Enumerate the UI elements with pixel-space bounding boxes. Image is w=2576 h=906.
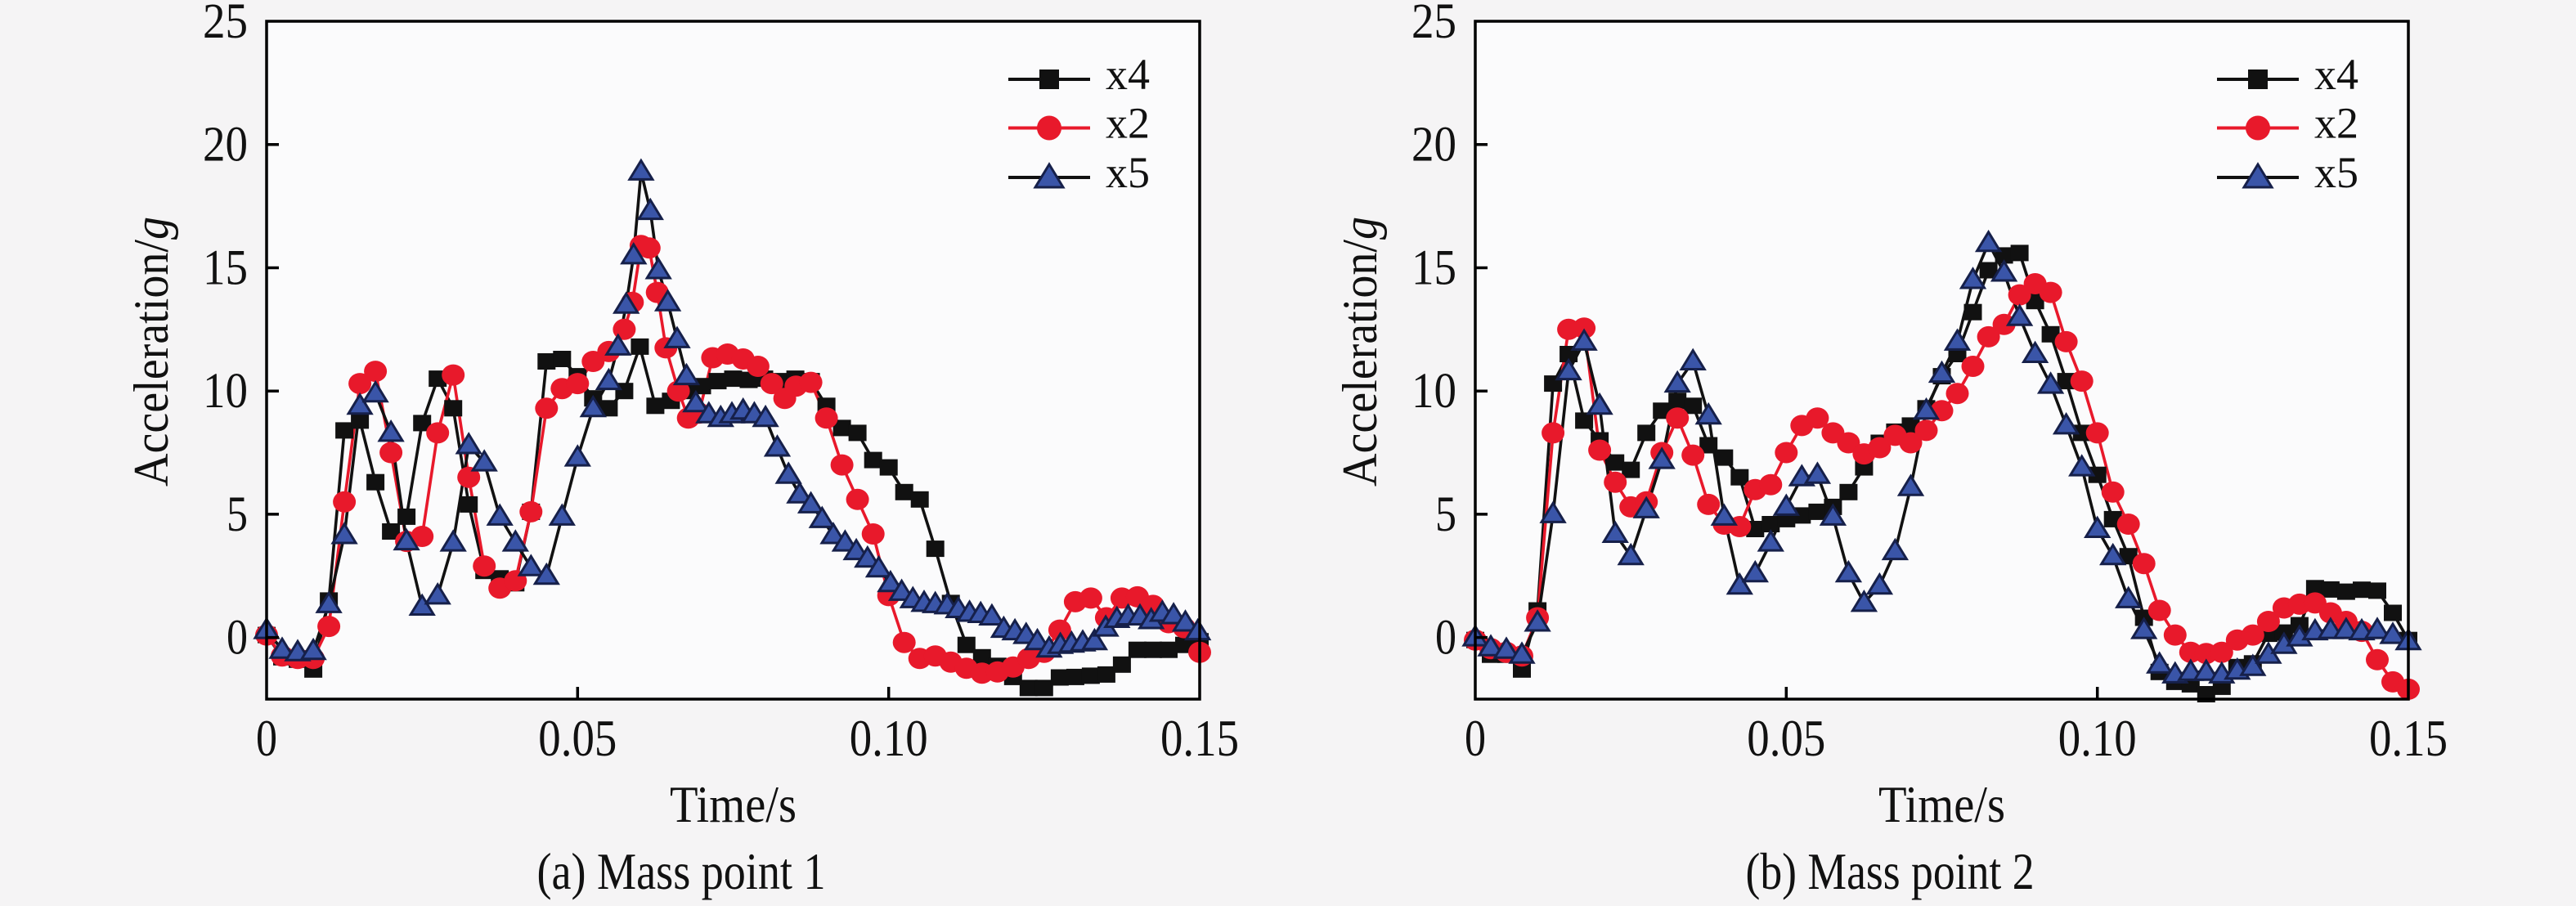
svg-text:0.10: 0.10 <box>850 709 928 767</box>
svg-text:15: 15 <box>1411 241 1456 296</box>
svg-text:x4: x4 <box>1106 50 1150 99</box>
svg-text:25: 25 <box>1411 0 1456 49</box>
svg-text:0: 0 <box>227 611 248 666</box>
svg-text:0.10: 0.10 <box>2058 709 2137 767</box>
svg-text:x5: x5 <box>1106 148 1150 197</box>
svg-text:0: 0 <box>1465 709 1486 767</box>
svg-text:Acceleration/g: Acceleration/g <box>1333 217 1387 487</box>
svg-text:10: 10 <box>203 364 248 419</box>
svg-text:0.15: 0.15 <box>1160 709 1239 767</box>
svg-text:0.05: 0.05 <box>538 709 617 767</box>
svg-text:(b) Mass point 2: (b) Mass point 2 <box>1746 842 2035 900</box>
svg-text:0.15: 0.15 <box>2369 709 2448 767</box>
svg-text:5: 5 <box>227 487 248 542</box>
svg-text:x5: x5 <box>2314 148 2358 197</box>
svg-text:Time/s: Time/s <box>1878 775 2005 833</box>
svg-text:0: 0 <box>256 709 277 767</box>
svg-text:25: 25 <box>203 0 248 49</box>
svg-text:0.05: 0.05 <box>1747 709 1825 767</box>
svg-text:15: 15 <box>203 241 248 296</box>
svg-text:Time/s: Time/s <box>670 775 797 833</box>
svg-text:x2: x2 <box>1106 99 1150 148</box>
svg-text:(a) Mass point 1: (a) Mass point 1 <box>537 842 826 900</box>
svg-text:20: 20 <box>1411 118 1456 173</box>
svg-text:x2: x2 <box>2314 99 2358 148</box>
svg-text:10: 10 <box>1411 364 1456 419</box>
svg-text:Acceleration/g: Acceleration/g <box>124 217 178 487</box>
svg-text:20: 20 <box>203 118 248 173</box>
svg-text:0: 0 <box>1435 611 1456 666</box>
svg-text:5: 5 <box>1435 487 1456 542</box>
svg-text:x4: x4 <box>2314 50 2358 99</box>
